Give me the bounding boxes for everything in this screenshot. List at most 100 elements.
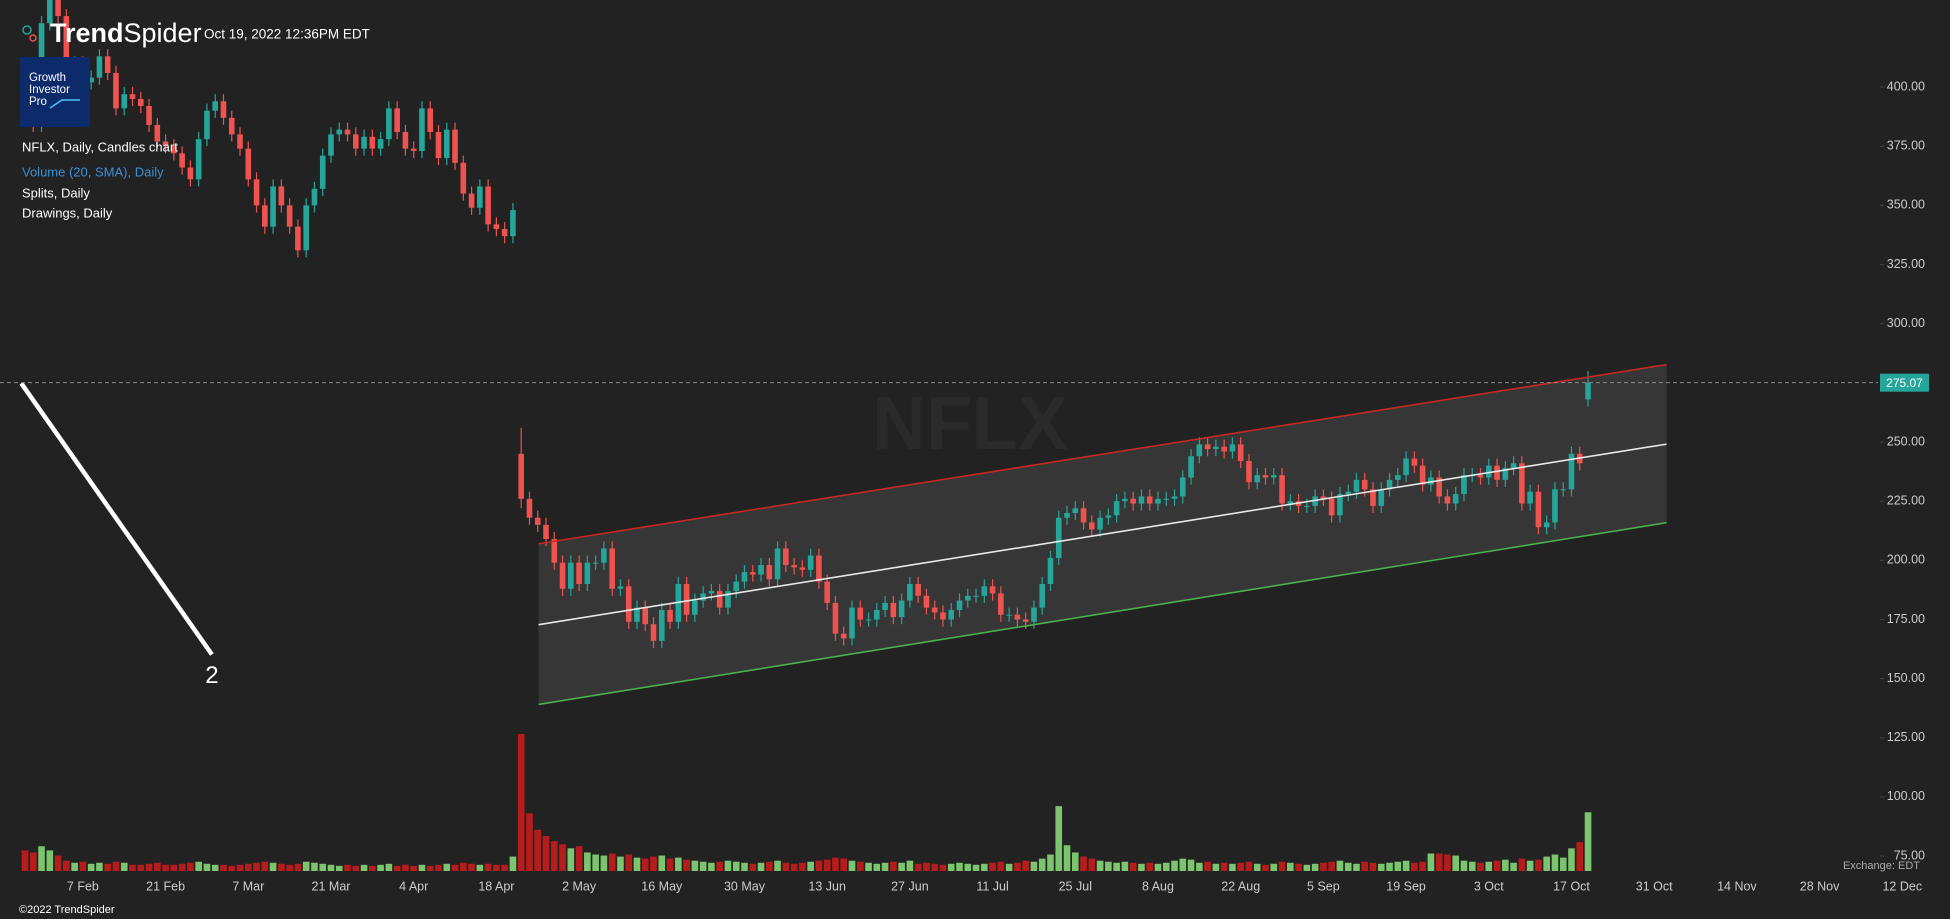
volume-bar [625,854,633,871]
volume-bar [335,865,343,871]
volume-bar [187,862,194,871]
volume-bar [526,813,533,871]
candle-body [1419,465,1426,485]
candle-body [625,586,632,622]
candle-body [791,565,797,568]
x-tick-label: 30 May [724,879,766,893]
candle-body [104,56,111,73]
candle-body [1370,489,1376,506]
candle-body [956,600,963,611]
volume-bar [1245,861,1253,871]
candle-body [270,186,276,227]
candle-body [1444,496,1451,504]
volume-bar [269,862,277,871]
candle-body [1461,475,1467,495]
volume-bar [402,864,409,871]
volume-bar [460,862,467,871]
candle-body [1196,444,1203,457]
candle-body [725,591,731,608]
candle-body [526,498,533,518]
volume-bar [592,854,599,871]
candle-body [1155,498,1161,504]
candle-body [1270,475,1277,478]
candle-body [1097,517,1103,530]
candle-body [1229,444,1236,452]
candle-body [766,565,773,580]
volume-bar [1411,862,1418,871]
volume-bar [1005,863,1013,871]
volume-bar [1080,856,1087,871]
candle-body [551,539,558,563]
candle-body [96,56,103,78]
volume-bar [360,864,368,871]
y-tick-label: 100.00 [1887,789,1925,803]
candle-body [477,186,483,208]
volume-bar [1229,863,1236,871]
volume-bar [71,862,78,871]
volume-bar [567,848,575,871]
candle-body [146,106,152,125]
volume-bar [840,858,848,871]
candle-body [410,148,417,151]
candle-body [1105,515,1112,518]
volume-bar [931,863,938,871]
candle-body [1064,512,1070,518]
volume-bar [1526,860,1534,871]
candle-body [1171,496,1178,499]
volume-bar [1568,848,1575,871]
volume-bar [21,850,29,871]
volume-bar [898,862,905,871]
x-tick-label: 19 Sep [1386,879,1426,893]
candle-body [1146,496,1153,504]
volume-bar [1038,858,1046,871]
candle-body [683,583,690,615]
volume-bar [253,862,260,871]
x-tick-label: 25 Jul [1059,879,1092,893]
candle-body [1361,479,1368,490]
candle-body [220,101,227,118]
volume-bar [501,864,508,871]
candle-body [460,162,467,194]
candle-body [129,94,136,99]
candle-body [601,548,607,563]
candle-body [650,624,657,641]
volume-bar [708,862,715,871]
candle-body [1113,501,1120,516]
candle-body [783,548,789,566]
candle-body [807,555,814,570]
x-tick-label: 21 Feb [146,879,185,893]
candle-body [1527,491,1533,504]
volume-bar [972,864,980,871]
x-tick-label: 28 Nov [1800,879,1840,893]
candle-body [609,548,615,589]
volume-bar [509,856,517,871]
candle-body [716,591,723,608]
y-tick-label: 200.00 [1887,553,1925,567]
badge-text: Growth [29,72,66,84]
trend-line [19,382,214,656]
x-tick-label: 4 Apr [399,879,428,893]
volume-bar [1262,864,1269,871]
y-tick-label: 75.00 [1894,848,1925,862]
candle-body [1262,475,1269,478]
volume-bar [1179,858,1187,871]
volume-bar [550,841,558,871]
candle-body [741,572,748,582]
logo-icon [22,25,32,35]
candle-body [1543,522,1550,528]
candle-body [923,595,930,608]
volume-bar [1113,862,1120,871]
candle-body [394,108,400,133]
candle-body [857,607,864,620]
candle-body [832,602,839,634]
volume-bar [1063,845,1071,871]
candle-body [55,0,61,17]
candle-body [443,129,450,159]
volume-bar [1394,861,1402,871]
volume-bar [261,861,269,871]
x-tick-label: 21 Mar [312,879,351,893]
candle-body [47,0,53,24]
volume-bar [145,863,153,871]
candle-body [295,226,301,251]
x-tick-label: 17 Oct [1553,879,1590,893]
